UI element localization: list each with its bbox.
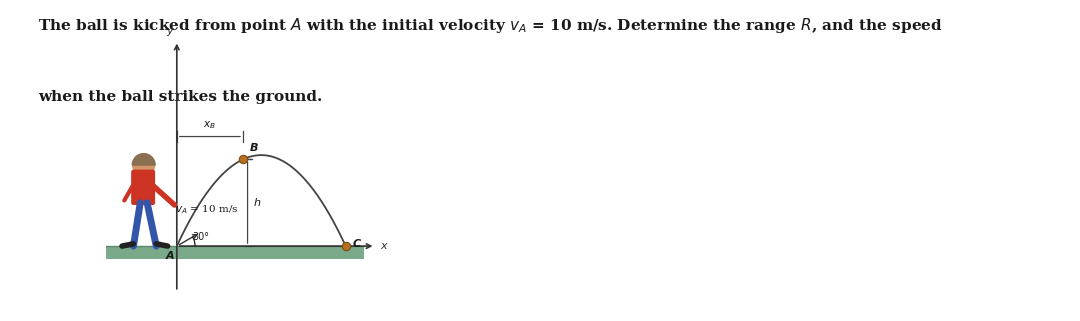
Text: C: C [352,239,361,249]
Wedge shape [132,154,156,165]
Text: The ball is kicked from point $\mathit{A}$ with the initial velocity $v_A$ = 10 : The ball is kicked from point $\mathit{A… [38,16,943,35]
Text: y: y [166,26,173,36]
Text: 30°: 30° [193,231,210,241]
Text: x: x [380,241,387,251]
Text: when the ball strikes the ground.: when the ball strikes the ground. [38,90,322,104]
Circle shape [133,154,154,176]
Text: $v_A$ = 10 m/s: $v_A$ = 10 m/s [175,203,238,216]
Text: A: A [166,251,175,261]
Text: B: B [249,143,258,152]
Text: $x_B$: $x_B$ [203,119,216,131]
Text: h: h [254,198,260,208]
Bar [106,246,364,259]
FancyBboxPatch shape [131,169,156,205]
